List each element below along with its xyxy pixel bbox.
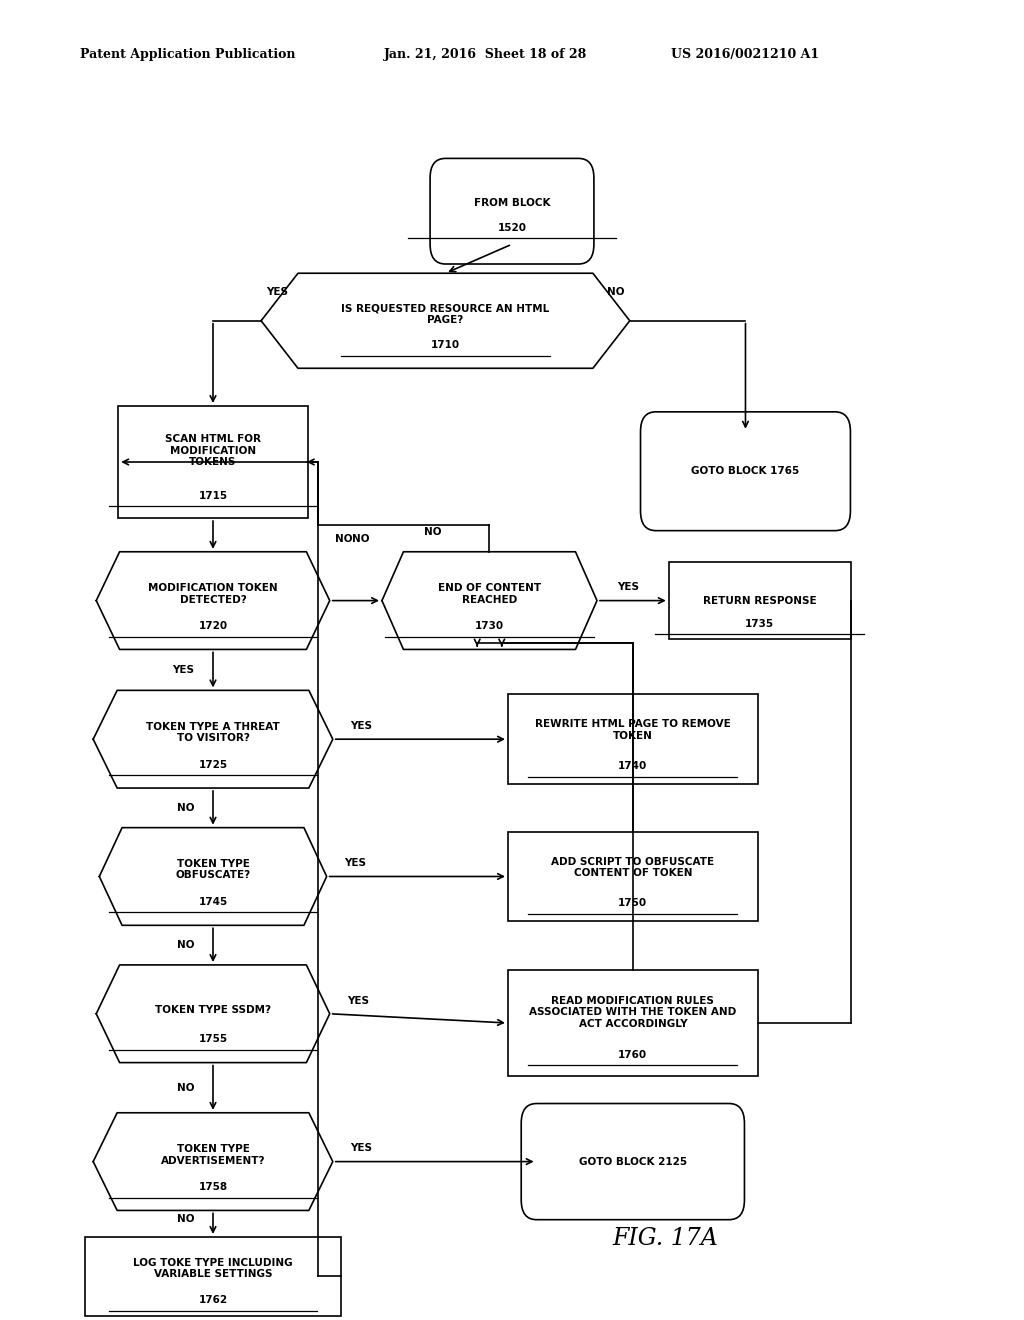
Text: 1750: 1750 [618,899,647,908]
Text: SCAN HTML FOR
MODIFICATION
TOKENS: SCAN HTML FOR MODIFICATION TOKENS [165,434,261,467]
Text: ADD SCRIPT TO OBFUSCATE
CONTENT OF TOKEN: ADD SCRIPT TO OBFUSCATE CONTENT OF TOKEN [551,857,715,878]
Text: MODIFICATION TOKEN
DETECTED?: MODIFICATION TOKEN DETECTED? [148,583,278,605]
FancyBboxPatch shape [641,412,850,531]
Text: 1745: 1745 [199,896,227,907]
Text: GOTO BLOCK 1765: GOTO BLOCK 1765 [691,466,800,477]
Text: US 2016/0021210 A1: US 2016/0021210 A1 [671,48,819,61]
Text: YES: YES [173,665,195,675]
Text: NO: NO [607,286,625,297]
Text: READ MODIFICATION RULES
ASSOCIATED WITH THE TOKEN AND
ACT ACCORDINGLY: READ MODIFICATION RULES ASSOCIATED WITH … [529,995,736,1030]
Text: 1735: 1735 [745,619,774,628]
Text: 1710: 1710 [431,341,460,351]
Text: 1720: 1720 [199,620,227,631]
Text: NO: NO [424,527,442,537]
Polygon shape [93,690,333,788]
Text: 1715: 1715 [199,491,227,500]
Text: NO: NO [177,803,195,813]
Text: NO: NO [351,533,370,544]
Bar [669,562,851,639]
Bar [508,832,758,921]
Text: 1758: 1758 [199,1181,227,1192]
Text: REWRITE HTML PAGE TO REMOVE
TOKEN: REWRITE HTML PAGE TO REMOVE TOKEN [535,719,731,741]
Text: YES: YES [347,995,370,1006]
Text: GOTO BLOCK 2125: GOTO BLOCK 2125 [579,1156,687,1167]
Text: Patent Application Publication: Patent Application Publication [80,48,295,61]
Text: TOKEN TYPE SSDM?: TOKEN TYPE SSDM? [155,1005,271,1015]
Text: TOKEN TYPE
ADVERTISEMENT?: TOKEN TYPE ADVERTISEMENT? [161,1144,265,1166]
Text: 1725: 1725 [199,759,227,770]
Text: YES: YES [350,721,373,731]
Text: NO: NO [177,1082,195,1093]
Polygon shape [261,273,630,368]
Text: 1740: 1740 [618,762,647,771]
Text: 1762: 1762 [199,1295,227,1305]
Text: Jan. 21, 2016  Sheet 18 of 28: Jan. 21, 2016 Sheet 18 of 28 [384,48,587,61]
Text: FROM BLOCK: FROM BLOCK [474,198,550,209]
Text: FIG. 17A: FIG. 17A [612,1226,719,1250]
Text: RETURN RESPONSE: RETURN RESPONSE [703,595,816,606]
Text: NO: NO [177,940,195,950]
Polygon shape [96,965,330,1063]
Polygon shape [93,1113,333,1210]
Text: YES: YES [266,286,288,297]
Polygon shape [96,552,330,649]
Text: 1760: 1760 [618,1049,647,1060]
Text: YES: YES [616,582,639,593]
Polygon shape [382,552,597,649]
Text: NO: NO [177,1214,195,1224]
Text: NO: NO [335,533,352,544]
Text: YES: YES [350,1143,373,1154]
Text: END OF CONTENT
REACHED: END OF CONTENT REACHED [438,583,541,605]
Text: TOKEN TYPE
OBFUSCATE?: TOKEN TYPE OBFUSCATE? [175,859,251,880]
Text: 1520: 1520 [498,223,526,232]
Text: YES: YES [344,858,367,869]
FancyBboxPatch shape [521,1104,744,1220]
FancyBboxPatch shape [430,158,594,264]
Bar [85,1237,341,1316]
Polygon shape [99,828,327,925]
Text: 1730: 1730 [475,620,504,631]
Text: LOG TOKE TYPE INCLUDING
VARIABLE SETTINGS: LOG TOKE TYPE INCLUDING VARIABLE SETTING… [133,1258,293,1279]
Text: TOKEN TYPE A THREAT
TO VISITOR?: TOKEN TYPE A THREAT TO VISITOR? [146,722,280,743]
Text: 1755: 1755 [199,1034,227,1044]
Bar [118,407,307,517]
Bar [508,970,758,1076]
Bar [508,694,758,784]
Text: IS REQUESTED RESOURCE AN HTML
PAGE?: IS REQUESTED RESOURCE AN HTML PAGE? [341,304,550,325]
